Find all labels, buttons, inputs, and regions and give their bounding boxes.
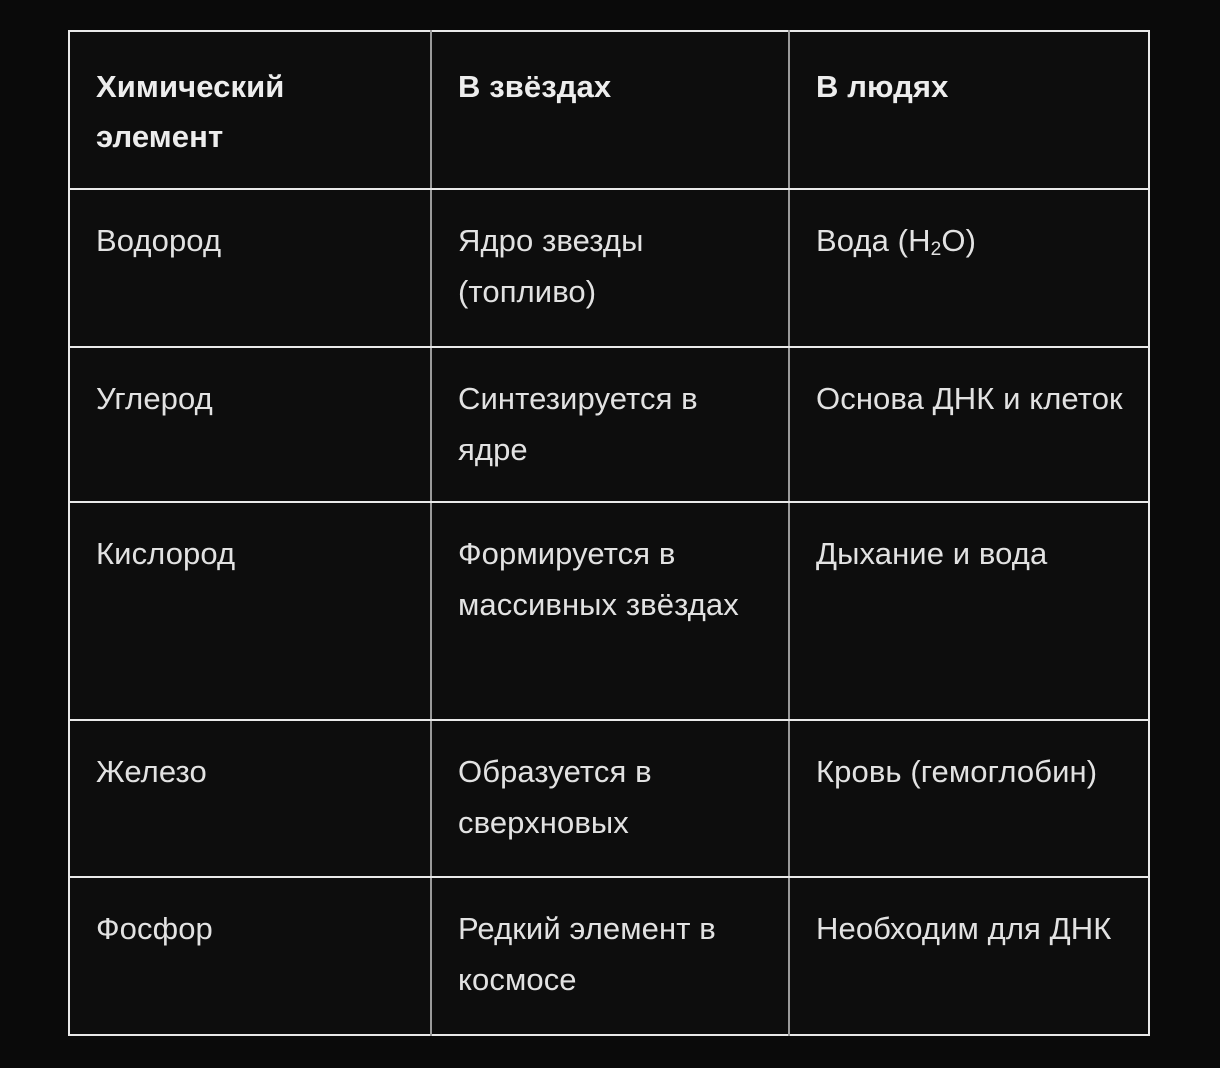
cell-element-name: Углерод [69,347,432,504]
table-body: Водород Ядро звезды (топливо) Вода (H2O)… [69,189,1149,1036]
cell-element-name: Водород [69,189,432,349]
table-row: Фосфор Редкий элемент в космосе Необходи… [69,877,1149,1036]
cell-in-humans: Дыхание и вода [789,502,1149,722]
formula-prefix: Вода (H [816,223,931,259]
cell-element-name: Железо [69,720,432,879]
cell-element-name: Фосфор [69,877,432,1036]
water-formula: Вода (H2O) [816,216,1124,266]
table-row: Водород Ядро звезды (топливо) Вода (H2O) [69,189,1149,349]
table-row: Углерод Синтезируется в ядре Основа ДНК … [69,347,1149,504]
cell-in-stars: Формируется в массивных звёздах [431,502,790,722]
table-header-row: Химический элемент В звёздах В людях [69,31,1149,191]
cell-in-stars: Редкий элемент в космосе [431,877,790,1036]
column-header-chemical-element: Химический элемент [69,31,432,191]
formula-suffix: O) [941,223,977,259]
comparison-table-container: Химический элемент В звёздах В людях Вод… [68,30,1150,1037]
cell-in-humans: Вода (H2O) [789,189,1149,349]
cell-in-humans: Основа ДНК и клеток [789,347,1149,504]
cell-in-humans: Кровь (гемоглобин) [789,720,1149,879]
column-header-in-stars: В звёздах [431,31,790,191]
table-header: Химический элемент В звёздах В людях [69,31,1149,191]
cell-in-humans: Необходим для ДНК [816,911,1112,947]
formula-subscript: 2 [930,239,942,261]
cell-element-name: Кислород [69,502,432,722]
cell-in-stars: Синтезируется в ядре [431,347,790,504]
column-header-in-humans: В людях [789,31,1149,191]
cell-in-stars: Ядро звезды (топливо) [431,189,790,349]
table-row: Кислород Формируется в массивных звёздах… [69,502,1149,722]
cell-in-stars: Образуется в сверхновых [431,720,790,879]
chemical-elements-table: Химический элемент В звёздах В людях Вод… [68,30,1150,1037]
table-row: Железо Образуется в сверхновых Кровь (ге… [69,720,1149,879]
